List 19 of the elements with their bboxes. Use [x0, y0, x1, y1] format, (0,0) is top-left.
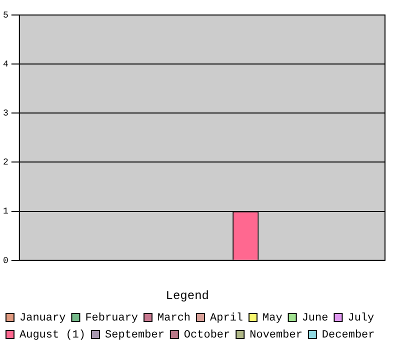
legend-label: August (1): [20, 329, 86, 342]
y-tick-label: 4: [2, 59, 8, 70]
legend-label: October: [184, 329, 230, 342]
legend-label: December: [322, 329, 375, 342]
legend-label: February: [85, 312, 138, 324]
y-tick-label: 5: [2, 10, 8, 20]
legend-label: January: [20, 312, 66, 324]
y-tick-label: 0: [2, 256, 8, 266]
legend-label: May: [262, 312, 283, 324]
legend-label: September: [105, 329, 164, 342]
legend-label: March: [158, 312, 191, 324]
y-tick-label: 3: [2, 108, 8, 119]
legend-label: November: [250, 329, 302, 342]
legend-label: June: [302, 312, 328, 324]
y-tick-label: 2: [2, 158, 8, 168]
legend-label: April: [210, 312, 244, 324]
legend-label: July: [348, 312, 375, 324]
legend-title: Legend: [166, 288, 209, 303]
y-tick-label: 1: [2, 206, 8, 217]
